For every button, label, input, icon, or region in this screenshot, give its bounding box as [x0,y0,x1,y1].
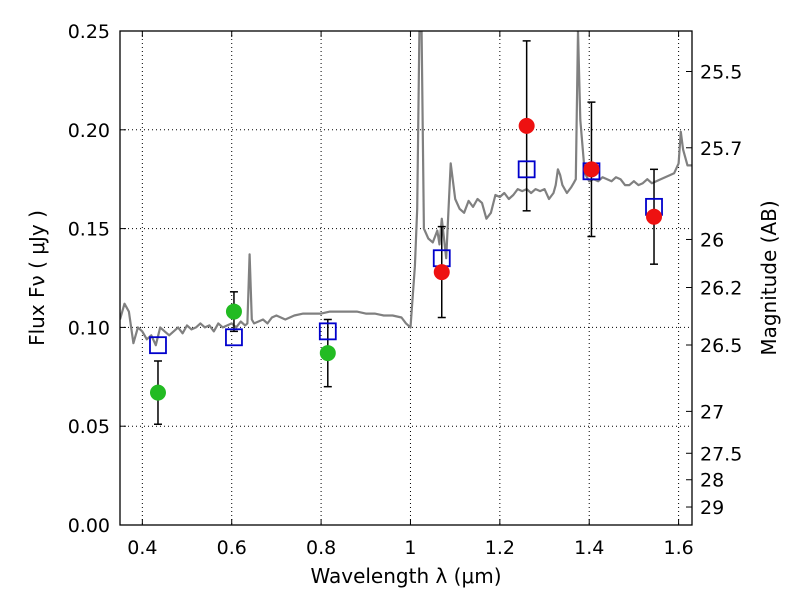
y-axis-title: Flux Fν ( μJy ) [25,210,49,346]
observed-point [225,303,242,320]
right-tick-label: 27 [700,401,724,423]
plot-frame [119,30,693,526]
right-axis-title: Magnitude (AB) [757,200,781,355]
observed-point [583,161,600,178]
y-tick-label: 0.05 [68,416,110,438]
y-tick-label: 0.00 [68,515,110,537]
right-tick-label: 29 [700,497,724,519]
spectrum-line [120,31,692,347]
x-tick-label: 0.6 [217,537,247,559]
right-tick-label: 25.7 [700,138,742,160]
observed-point [149,384,166,401]
observed-point [319,345,336,362]
x-tick-label: 1.6 [663,537,693,559]
right-tick-label: 26 [700,229,724,251]
right-tick-label: 26.2 [700,277,742,299]
observed-point [518,117,535,134]
x-axis-title: Wavelength λ (μm) [310,564,501,588]
model-point [149,336,167,355]
y-tick-label: 0.15 [68,219,110,241]
gridlines [120,31,692,525]
y-tick-label: 0.20 [68,120,110,142]
model-point [517,160,536,179]
right-tick-label: 25.5 [700,62,742,84]
plot-area [120,31,692,425]
axis-ticks: 0.4 0.6 0.8 1 1.2 1.4 1.6 0.00 0.05 0.10 0.15 0.20 0… [68,21,743,559]
observed-point [433,264,450,281]
x-tick-label: 1.2 [485,537,515,559]
model-point [318,322,337,341]
right-tick-label: 28 [700,470,724,492]
y-tick-label: 0.25 [68,21,110,43]
x-tick-label: 1.4 [574,537,604,559]
right-tick-label: 27.5 [700,443,742,465]
model-point [225,328,243,347]
plot-content [120,31,692,425]
observed-point [646,208,663,225]
x-tick-label: 0.4 [127,537,157,559]
right-tick-label: 26.5 [700,335,742,357]
y-tick-label: 0.10 [68,317,110,339]
x-tick-label: 0.8 [306,537,336,559]
x-tick-label: 1 [404,537,416,559]
